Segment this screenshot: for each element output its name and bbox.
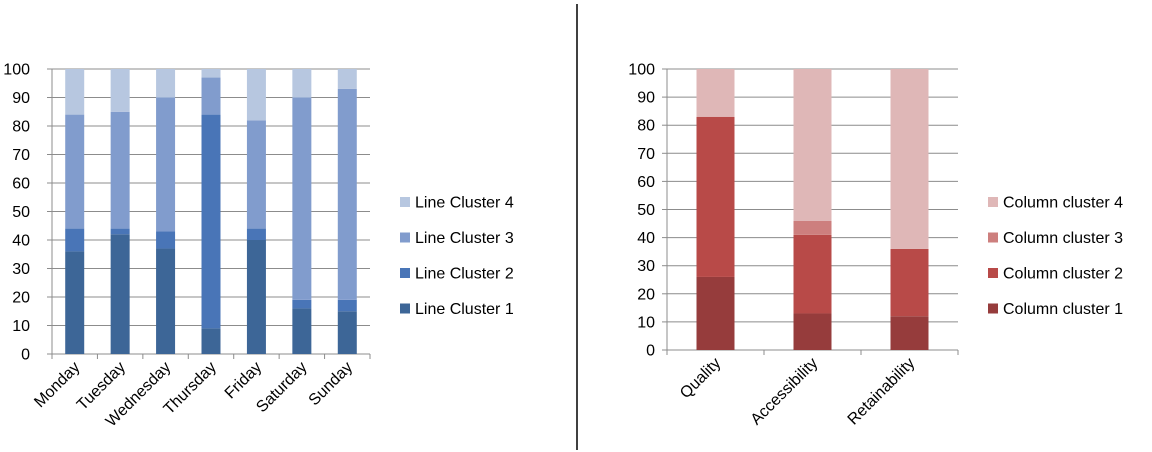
bar-segment-wednesday-line-cluster-4 (156, 69, 176, 98)
legend-label-line-cluster-4: Line Cluster 4 (415, 195, 514, 212)
bar-segment-accessibility-column-cluster-2 (793, 234, 832, 314)
y-tick-label: 100 (628, 62, 655, 79)
y-tick-label: 70 (637, 146, 655, 163)
y-tick-label: 60 (637, 174, 655, 191)
legend-swatch-column-cluster-3 (988, 232, 998, 243)
bar-segment-friday-line-cluster-1 (246, 240, 266, 354)
y-tick-label: 20 (637, 286, 655, 303)
bar-segment-friday-line-cluster-4 (246, 69, 266, 121)
bar-segment-quality-column-cluster-1 (696, 276, 735, 350)
y-tick-label: 50 (12, 204, 30, 221)
x-tick-label-quality: Quality (677, 355, 724, 402)
bar-segment-wednesday-line-cluster-2 (156, 231, 176, 249)
bar-segment-wednesday-line-cluster-1 (156, 248, 176, 354)
y-tick-label: 20 (12, 290, 30, 307)
bar-segment-tuesday-line-cluster-4 (110, 69, 130, 112)
y-tick-label: 100 (3, 62, 30, 79)
bar-segment-tuesday-line-cluster-1 (110, 234, 130, 354)
y-tick-label: 30 (637, 258, 655, 275)
y-tick-label: 0 (646, 343, 655, 360)
bar-segment-saturday-line-cluster-2 (292, 299, 312, 309)
bar-segment-accessibility-column-cluster-3 (793, 220, 832, 235)
x-tick-label-retainability: Retainability (845, 355, 919, 429)
bar-segment-wednesday-line-cluster-3 (156, 97, 176, 232)
bar-segment-saturday-line-cluster-3 (292, 97, 312, 300)
bar-segment-accessibility-column-cluster-1 (793, 313, 832, 350)
bar-segment-sunday-line-cluster-4 (337, 69, 357, 89)
bar-segment-monday-line-cluster-3 (65, 114, 85, 229)
y-tick-label: 80 (637, 118, 655, 135)
y-tick-label: 10 (12, 318, 30, 335)
y-tick-label: 10 (637, 314, 655, 331)
bar-segment-friday-line-cluster-3 (246, 120, 266, 229)
y-tick-label: 40 (12, 233, 30, 250)
bar-segment-sunday-line-cluster-1 (337, 311, 357, 354)
bar-segment-sunday-line-cluster-3 (337, 88, 357, 300)
legend-label-column-cluster-2: Column cluster 2 (1003, 266, 1123, 283)
bar-segment-monday-line-cluster-4 (65, 69, 85, 115)
x-tick-label-sunday: Sunday (306, 359, 356, 409)
legend-swatch-line-cluster-1 (400, 303, 410, 314)
legend-label-column-cluster-1: Column cluster 1 (1003, 301, 1123, 318)
bar-segment-saturday-line-cluster-1 (292, 308, 312, 354)
legend-label-column-cluster-4: Column cluster 4 (1003, 195, 1123, 212)
bar-segment-thursday-line-cluster-1 (201, 328, 221, 354)
legend-swatch-line-cluster-3 (400, 232, 410, 243)
cluster-stacked-column-chart: 0 10 20 30 40 50 60 70 80 90 100 Quality Accessibili… (628, 62, 1123, 429)
y-tick-label: 40 (637, 230, 655, 247)
weekday-stacked-bar-chart: 0102030405060708090100MondayTuesdayWedne… (3, 62, 514, 431)
y-tick-label: 60 (12, 176, 30, 193)
legend-label-line-cluster-2: Line Cluster 2 (415, 266, 514, 283)
x-tick-label-saturday: Saturday (253, 359, 310, 416)
bar-segment-thursday-line-cluster-4 (201, 69, 221, 78)
bar-segment-retainability-column-cluster-4 (890, 69, 929, 249)
x-tick-label-accessibility: Accessibility (748, 355, 822, 429)
legend-swatch-column-cluster-2 (988, 268, 998, 278)
bar-segment-friday-line-cluster-2 (246, 228, 266, 240)
bar-segment-quality-column-cluster-4 (696, 69, 735, 117)
legend-label-line-cluster-3: Line Cluster 3 (415, 230, 514, 247)
bar-segment-thursday-line-cluster-2 (201, 114, 221, 329)
bar-segment-sunday-line-cluster-2 (337, 299, 357, 312)
bar-segment-quality-column-cluster-2 (696, 116, 735, 277)
bar-segment-accessibility-column-cluster-4 (793, 69, 832, 221)
bar-segment-monday-line-cluster-2 (65, 228, 85, 252)
y-tick-label: 30 (12, 261, 30, 278)
bar-segment-retainability-column-cluster-2 (890, 248, 929, 317)
bar-segment-monday-line-cluster-1 (65, 251, 85, 354)
bar-segment-tuesday-line-cluster-3 (110, 111, 130, 229)
legend-label-column-cluster-3: Column cluster 3 (1003, 230, 1123, 247)
y-tick-label: 80 (12, 119, 30, 136)
bar-segment-tuesday-line-cluster-2 (110, 228, 130, 235)
y-tick-label: 90 (12, 90, 30, 107)
legend-swatch-line-cluster-4 (400, 197, 410, 207)
legend-swatch-line-cluster-2 (400, 268, 410, 278)
legend-swatch-column-cluster-4 (988, 197, 998, 207)
y-tick-label: 0 (21, 347, 30, 364)
bar-segment-saturday-line-cluster-4 (292, 69, 312, 98)
legend-swatch-column-cluster-1 (988, 303, 998, 314)
bar-segment-thursday-line-cluster-3 (201, 77, 221, 115)
y-tick-label: 90 (637, 90, 655, 107)
y-tick-label: 70 (12, 147, 30, 164)
bar-segment-retainability-column-cluster-1 (890, 316, 929, 350)
y-tick-label: 50 (637, 202, 655, 219)
x-tick-label-friday: Friday (222, 359, 265, 402)
legend-label-line-cluster-1: Line Cluster 1 (415, 301, 514, 318)
